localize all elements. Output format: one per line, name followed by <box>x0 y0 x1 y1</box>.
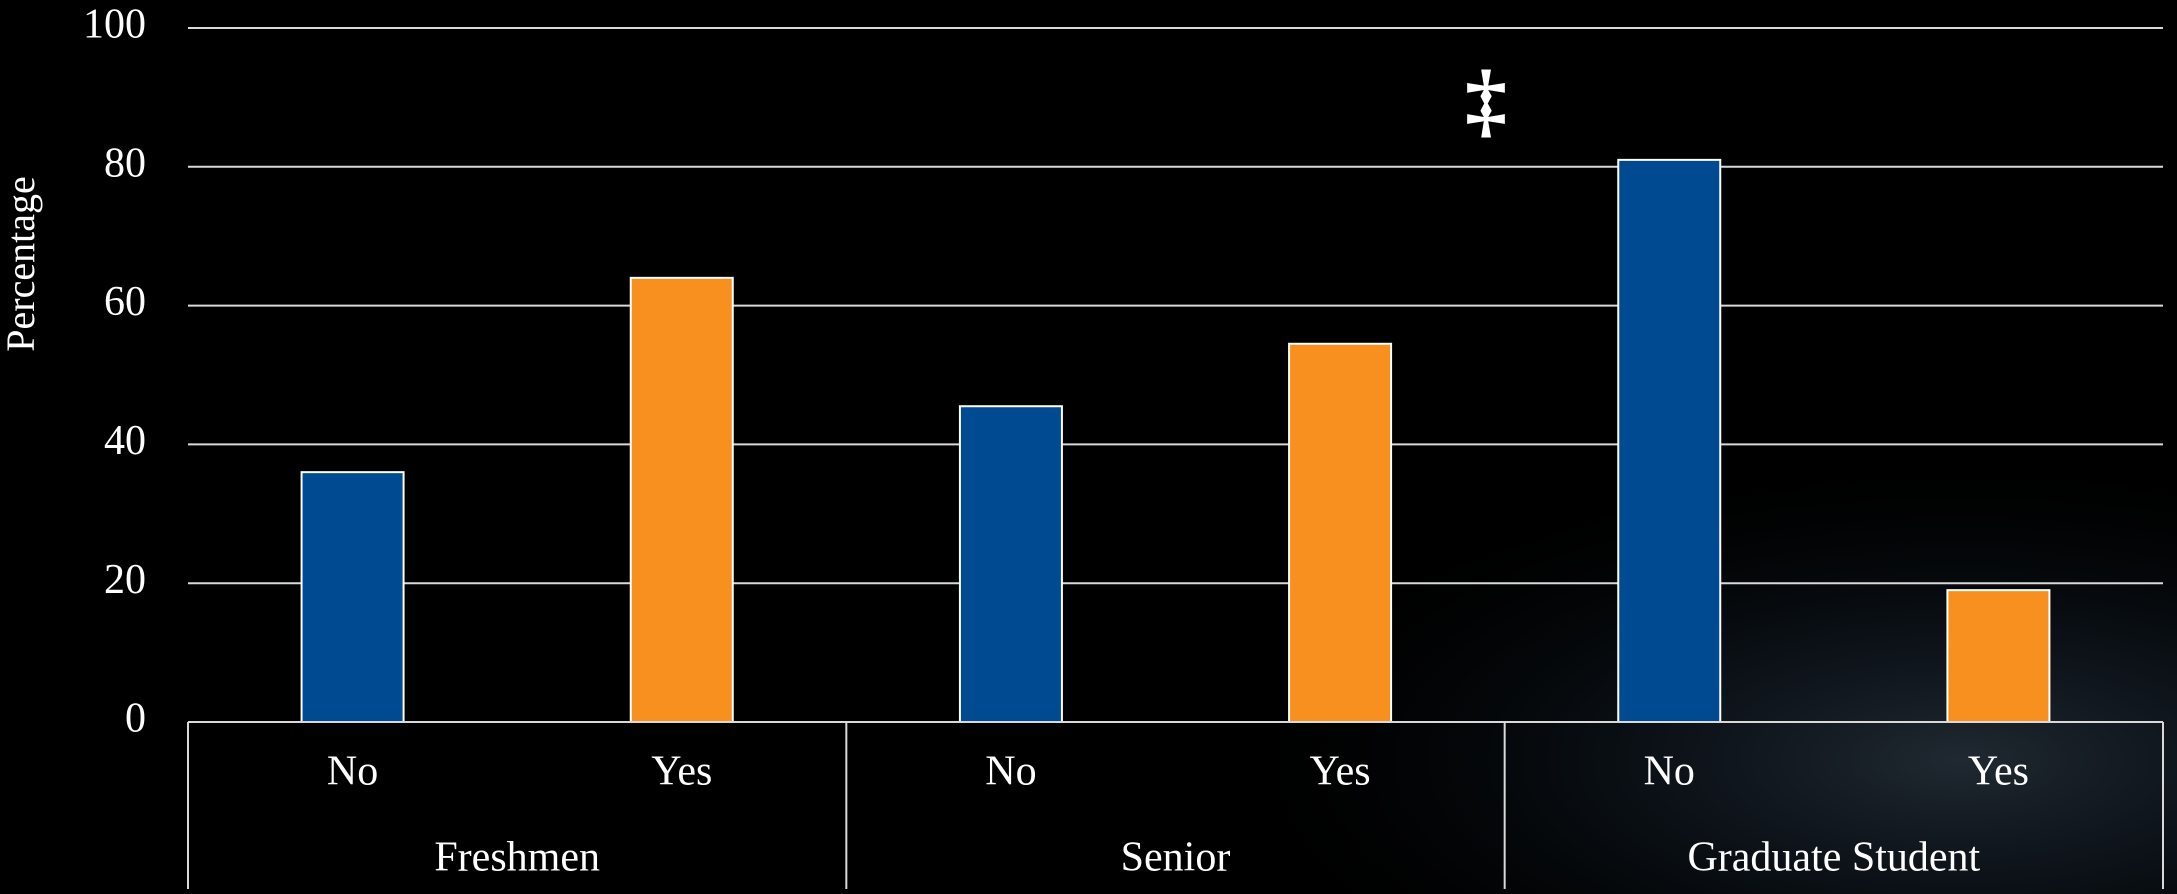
x-tick-label: Yes <box>1310 749 1371 795</box>
y-tick-label: 80 <box>104 140 146 186</box>
y-axis-label: Percentage <box>0 176 43 351</box>
group-label: Senior <box>1121 835 1231 881</box>
y-tick-label: 40 <box>104 418 146 464</box>
bar <box>1288 342 1393 723</box>
x-tick-label: Yes <box>651 749 712 795</box>
x-tick-label: No <box>985 749 1036 795</box>
x-tick-label: Yes <box>1968 749 2029 795</box>
bar <box>1946 589 2051 724</box>
y-tick-label: 0 <box>125 696 146 742</box>
bar <box>300 471 405 723</box>
x-tick-label: No <box>1644 749 1695 795</box>
y-tick-label: 60 <box>104 279 146 325</box>
bar <box>958 405 1063 723</box>
bar <box>1617 158 1722 724</box>
x-tick-label: No <box>327 749 378 795</box>
group-label: Graduate Student <box>1687 835 1980 881</box>
group-label: Freshmen <box>434 835 600 881</box>
y-tick-label: 20 <box>104 557 146 603</box>
y-tick-label: 100 <box>83 2 146 48</box>
bar <box>629 276 734 723</box>
annotation: ‡ <box>1465 53 1507 146</box>
